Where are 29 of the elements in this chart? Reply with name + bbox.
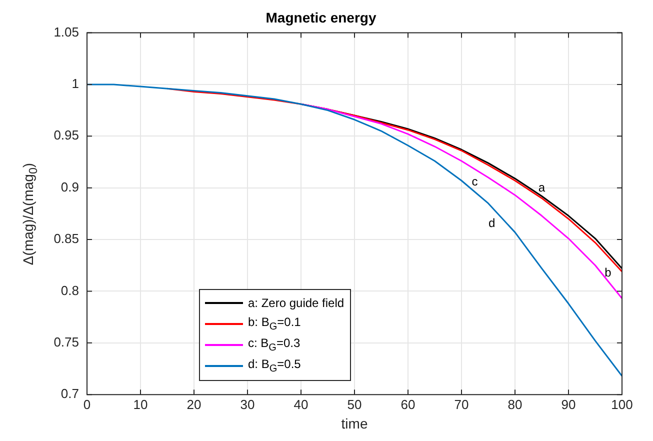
legend-label: a: Zero guide field <box>248 296 344 310</box>
x-tick-label: 10 <box>133 396 148 412</box>
x-tick-label: 70 <box>454 396 469 412</box>
y-tick-label: 0.9 <box>60 179 79 194</box>
legend-label: c: B$_{G}$=0.3 <box>248 336 300 354</box>
chart-title: Magnetic energy <box>266 9 376 26</box>
annotation: a <box>538 180 546 194</box>
y-tick-label: 0.8 <box>60 282 79 298</box>
x-tick-label: 30 <box>240 396 255 412</box>
legend-label: b: B$_{G}$=0.1 <box>248 315 301 333</box>
legend-label: d: B$_{G}$=0.5 <box>248 357 301 375</box>
x-tick-label: 100 <box>611 396 633 412</box>
y-tick-label: 0.85 <box>54 231 79 246</box>
y-tick-label: 0.95 <box>54 128 79 143</box>
x-tick-label: 50 <box>347 396 362 412</box>
annotation: c <box>472 174 478 189</box>
x-tick-label: 80 <box>508 396 522 412</box>
x-tick-label: 20 <box>186 396 202 412</box>
y-tick-label: 1 <box>72 76 79 92</box>
annotation: d <box>488 216 496 230</box>
y-tick-label: 1.05 <box>54 24 79 40</box>
x-axis-title: time <box>341 415 368 432</box>
x-tick-label: 60 <box>400 396 416 412</box>
y-tick-label: 0.7 <box>60 386 79 402</box>
x-tick-label: 40 <box>294 396 308 412</box>
annotation: b <box>604 266 612 280</box>
x-tick-label: 90 <box>561 396 576 412</box>
y-tick-label: 0.75 <box>54 334 79 350</box>
x-tick-label: 0 <box>83 396 91 412</box>
